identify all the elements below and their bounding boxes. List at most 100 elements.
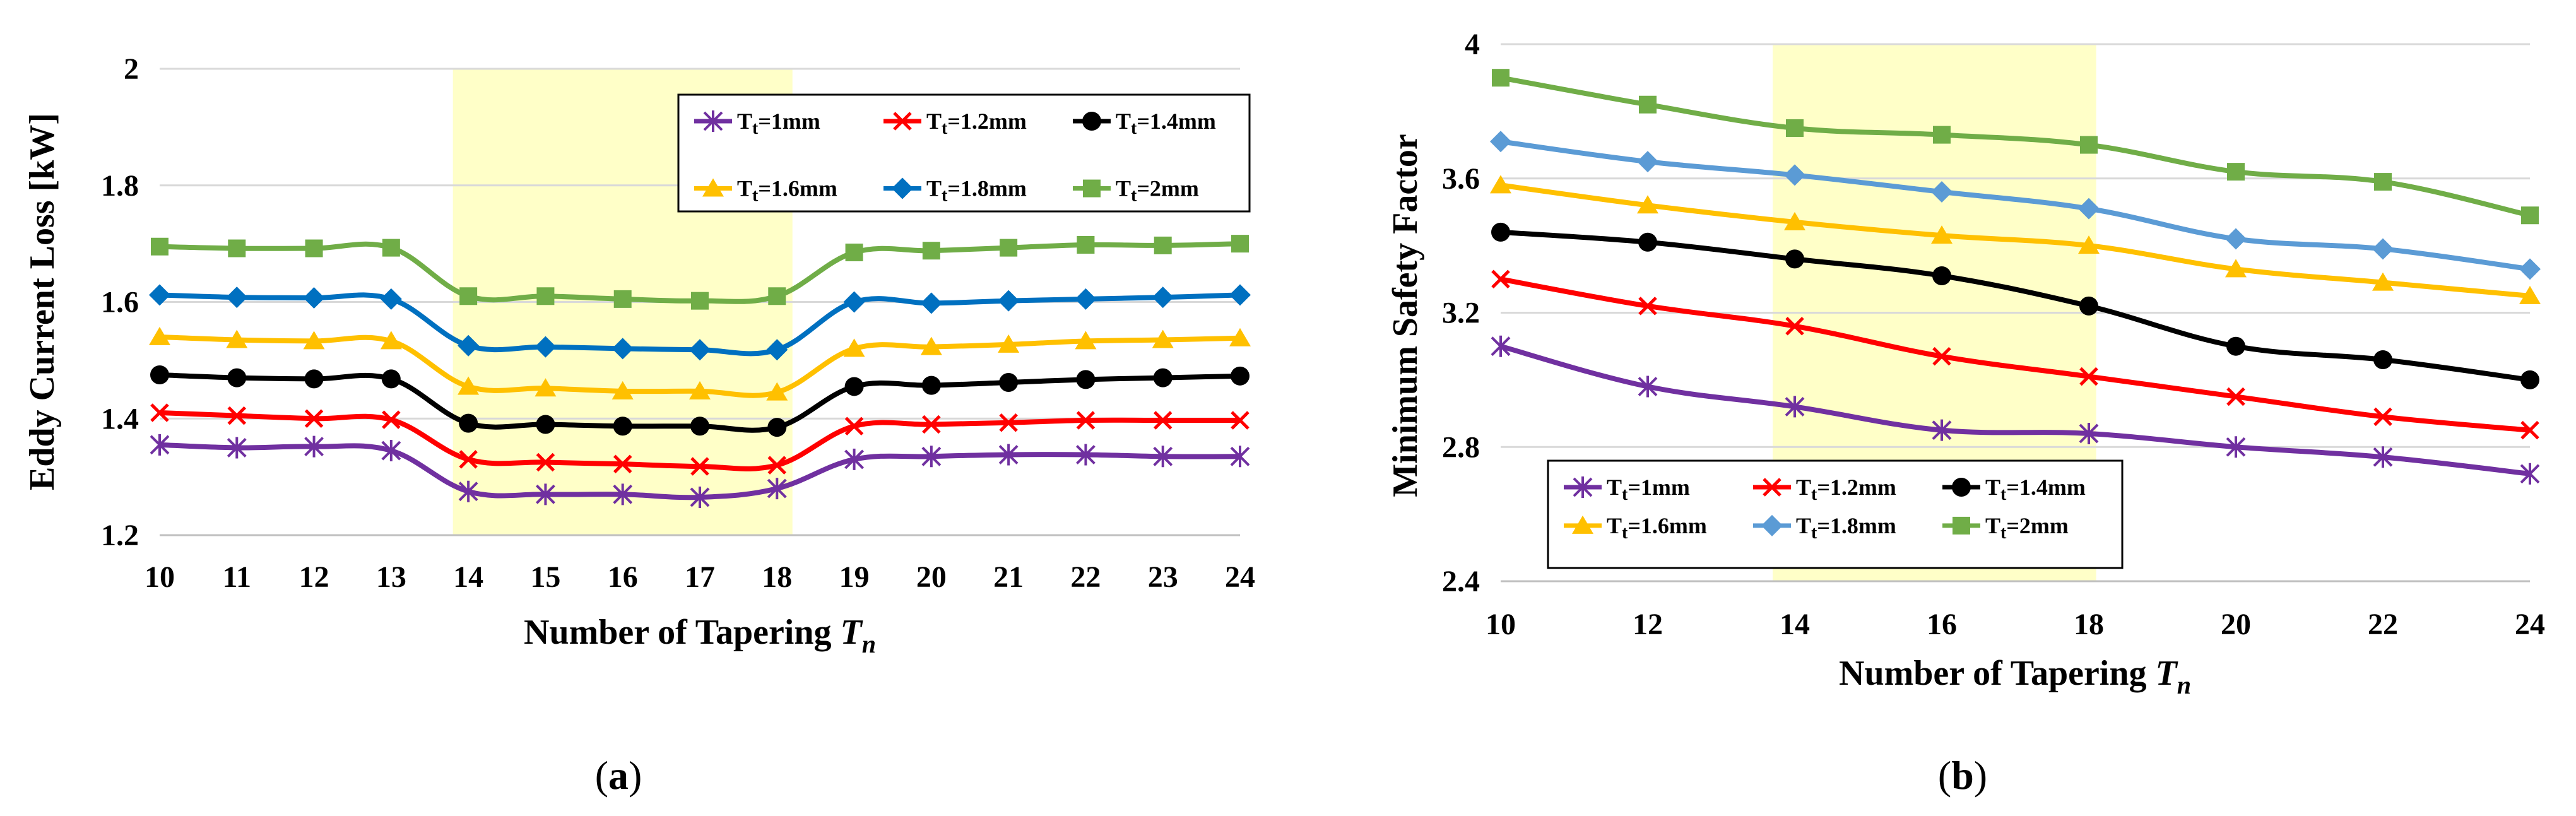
x-tick-label: 23	[1148, 560, 1178, 594]
data-point	[1077, 235, 1095, 254]
x-tick-labels: 10 12 14 16 18 20 22 24	[1486, 608, 2545, 641]
y-tick-labels: 2.4 2.8 3.2 3.6 4	[1442, 28, 1480, 598]
y-tick-label: 1.2	[101, 519, 139, 552]
x-tick-label: 13	[376, 560, 406, 594]
data-point	[612, 338, 634, 360]
data-point	[767, 456, 787, 475]
legend-value: =2mm	[2006, 513, 2069, 538]
data-point	[768, 287, 786, 305]
legend-subscript: t	[1131, 119, 1137, 138]
x-tick-label: 10	[145, 560, 175, 594]
legend-prefix: T	[1796, 513, 1811, 538]
series-1.2mm	[150, 403, 1250, 476]
data-point	[2079, 296, 2098, 316]
panel-b-caption-letter: b	[1951, 753, 1974, 798]
legend-subscript: t	[942, 119, 948, 138]
legend-marker	[1763, 478, 1781, 497]
legend-subscript: t	[2000, 523, 2007, 543]
data-point	[1638, 375, 1658, 398]
legend-subscript: t	[752, 119, 759, 138]
x-tick-label: 18	[762, 560, 792, 594]
legend-label: Tt=1.4mm	[1116, 109, 1216, 138]
legend-item-1mm: Tt=1mm	[1564, 475, 1690, 504]
x-tick-label: 18	[2074, 608, 2104, 641]
data-point	[690, 486, 710, 508]
x-tick-label: 12	[1633, 608, 1663, 641]
legend-item-1.4mm: Tt=1.4mm	[1073, 109, 1216, 138]
data-point	[2078, 235, 2100, 254]
legend-subscript: t	[942, 186, 948, 206]
y-tick-label: 1.8	[101, 169, 139, 203]
legend-marker	[892, 177, 913, 199]
data-point	[2079, 422, 2099, 444]
data-point	[304, 435, 324, 458]
legend-item-1.8mm: Tt=1.8mm	[883, 176, 1027, 206]
data-point	[998, 334, 1020, 353]
legend-label: Tt=1.6mm	[737, 176, 837, 206]
legend-item-2mm: Tt=2mm	[1073, 176, 1199, 206]
data-point	[536, 452, 555, 472]
x-tick-label: 24	[2515, 608, 2545, 641]
legend-marker	[702, 178, 724, 197]
data-point	[844, 448, 864, 470]
x-tick-label: 21	[993, 560, 1024, 594]
data-point	[691, 292, 709, 310]
panel-a-eddy-current-loss-chart: 1.2 1.4 1.6 1.8 2 10 11 12 13 14 15 16 17 18 19 20 21 22…	[23, 52, 1255, 658]
data-point	[690, 457, 709, 476]
legend-item-1.6mm: Tt=1.6mm	[694, 176, 837, 206]
x-axis-title-subscript: n	[2177, 671, 2191, 699]
data-point	[1785, 396, 1805, 418]
legend-prefix: T	[926, 109, 942, 134]
legend-prefix: T	[1985, 513, 2000, 538]
legend-marker	[893, 112, 912, 131]
data-point	[613, 290, 632, 308]
legend-subscript: t	[2000, 485, 2007, 504]
x-axis-title: Number of Tapering Tn	[524, 613, 876, 658]
legend-box	[1547, 459, 2124, 569]
data-point	[382, 239, 400, 257]
data-point	[536, 483, 555, 506]
legend-subscript: t	[1811, 485, 1817, 504]
data-point	[380, 331, 402, 350]
data-point	[381, 369, 401, 389]
data-point	[227, 368, 247, 387]
x-tick-label: 19	[839, 560, 870, 594]
data-point	[1932, 266, 1951, 285]
data-point	[1931, 181, 1953, 203]
data-point	[1784, 211, 1805, 230]
legend-item-1.4mm: Tt=1.4mm	[1942, 475, 2086, 504]
data-point	[149, 326, 170, 345]
data-point	[922, 415, 941, 434]
data-point	[1638, 232, 1657, 252]
data-point	[922, 242, 940, 260]
data-point	[1152, 329, 1174, 348]
legend-marker	[703, 110, 723, 132]
data-point	[2372, 238, 2394, 260]
data-point	[536, 287, 555, 305]
legend-label: Tt=1mm	[737, 109, 820, 138]
x-axis-title-subscript: n	[862, 630, 876, 658]
data-point	[1785, 249, 1804, 269]
legend-prefix: T	[1985, 475, 2000, 500]
data-point	[2226, 336, 2245, 356]
data-point	[380, 288, 402, 310]
data-point	[150, 403, 169, 422]
data-point	[1784, 164, 1805, 186]
data-point	[613, 417, 632, 436]
x-tick-label: 14	[1780, 608, 1810, 641]
data-point	[844, 377, 864, 396]
data-point	[2520, 420, 2539, 440]
data-point	[2373, 446, 2393, 468]
data-point	[1153, 368, 1173, 387]
data-point	[1933, 126, 1951, 144]
legend-label: Tt=1.8mm	[1796, 513, 1896, 543]
legend-marker	[1572, 515, 1593, 534]
y-axis-title: Eddy Current Loss [kW]	[23, 113, 62, 490]
data-point	[1490, 175, 1511, 194]
series-1.6mm	[1490, 175, 2541, 304]
legend-subscript: t	[1131, 186, 1137, 206]
data-point	[1931, 225, 1953, 244]
data-point	[613, 454, 632, 474]
data-point	[2225, 228, 2247, 250]
